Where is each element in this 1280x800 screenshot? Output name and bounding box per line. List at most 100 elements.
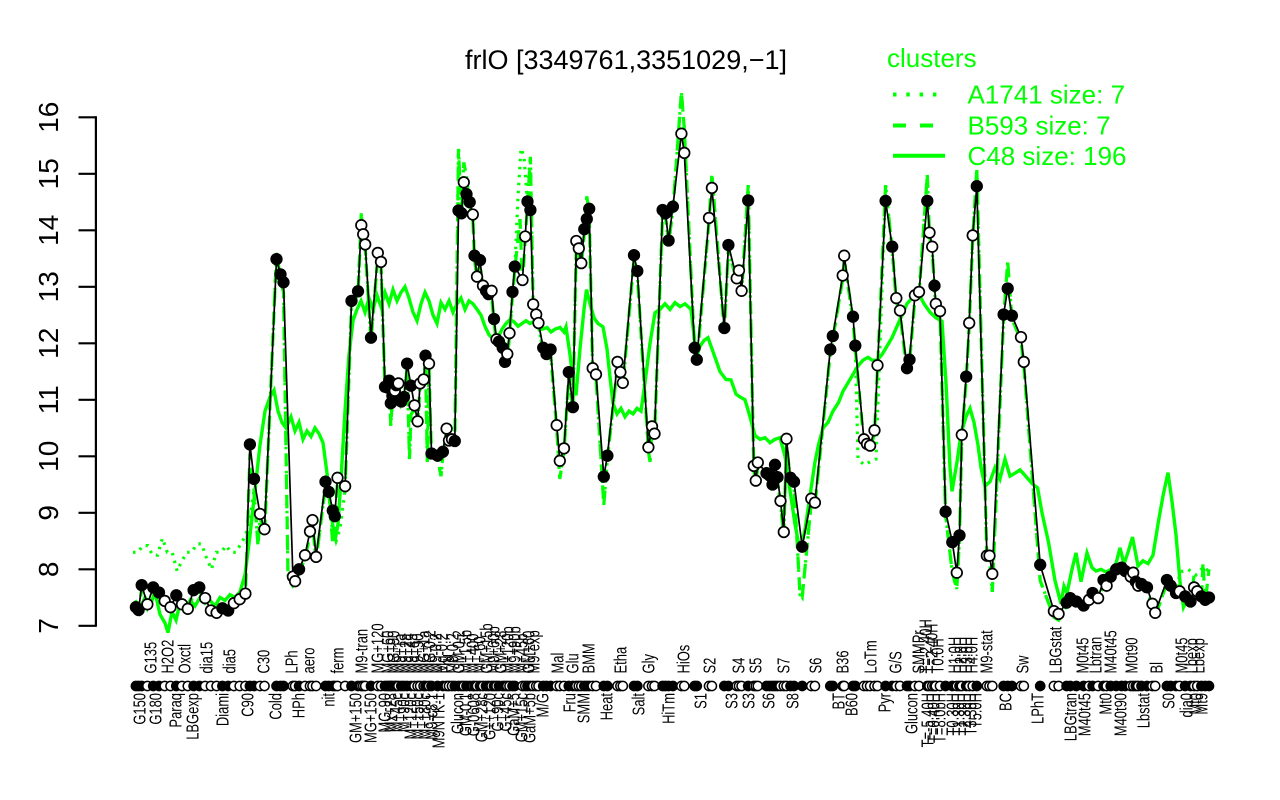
- svg-text:10: 10: [33, 441, 64, 472]
- svg-text:Glucon: Glucon: [449, 693, 469, 734]
- svg-text:Mx+28: Mx+28: [382, 693, 402, 732]
- svg-text:Heat: Heat: [598, 692, 618, 720]
- svg-text:BMM: BMM: [580, 643, 600, 673]
- svg-text:15: 15: [33, 158, 64, 189]
- svg-text:Sw: Sw: [1014, 655, 1034, 674]
- svg-text:S1: S1: [692, 693, 712, 709]
- svg-text:MG-0.2: MG-0.2: [421, 630, 441, 673]
- svg-text:Etha: Etha: [612, 647, 632, 674]
- svg-text:M+-60: M+-60: [471, 636, 491, 673]
- svg-text:LBGtran: LBGtran: [1062, 693, 1082, 741]
- svg-text:C90: C90: [239, 693, 259, 717]
- svg-text:MG+1a: MG+1a: [415, 630, 435, 673]
- svg-text:C48 size: 196: C48 size: 196: [968, 141, 1127, 171]
- svg-text:Glucon: Glucon: [903, 693, 923, 734]
- svg-text:S4: S4: [730, 657, 750, 673]
- svg-text:frlO [3349761,3351029,−1]: frlO [3349761,3351029,−1]: [465, 45, 787, 75]
- svg-text:M9+90: M9+90: [409, 633, 429, 673]
- svg-text:M/G: M/G: [534, 693, 554, 717]
- svg-text:M9-stat: M9-stat: [978, 630, 998, 674]
- svg-text:SMMPr: SMMPr: [910, 630, 930, 673]
- svg-text:Lbtran: Lbtran: [1087, 637, 1107, 674]
- svg-text:MG+60: MG+60: [379, 630, 399, 673]
- svg-text:B60: B60: [843, 693, 863, 716]
- svg-text:T5.0H: T5.0H: [967, 693, 987, 728]
- svg-text:B36: B36: [834, 650, 854, 673]
- svg-text:M9+45: M9+45: [403, 633, 423, 673]
- svg-text:14: 14: [33, 215, 64, 246]
- svg-text:C30: C30: [255, 650, 275, 674]
- svg-text:S0: S0: [1160, 693, 1180, 709]
- svg-text:H4:0H: H4:0H: [963, 637, 983, 674]
- svg-text:ferm: ferm: [329, 648, 349, 674]
- svg-text:Lbexp: Lbexp: [1190, 638, 1210, 674]
- svg-text:M+120c: M+120c: [402, 693, 422, 740]
- svg-text:T=2.40H: T=2.40H: [923, 623, 943, 673]
- svg-text:M40t45: M40t45: [1102, 630, 1122, 673]
- svg-text:Paraq: Paraq: [167, 693, 187, 728]
- svg-text:Mg-0:2: Mg-0:2: [433, 633, 453, 673]
- svg-text:M40t90: M40t90: [1112, 693, 1132, 736]
- svg-text:Oxctl: Oxctl: [176, 644, 196, 674]
- svg-text:Lbstat: Lbstat: [1135, 692, 1155, 728]
- svg-text:8: 8: [33, 562, 64, 578]
- svg-text:HiOs: HiOs: [675, 645, 695, 674]
- svg-text:T0:0H: T0:0H: [929, 638, 949, 673]
- svg-text:GaM+5: GaM+5: [505, 693, 525, 736]
- svg-text:dia5: dia5: [221, 649, 241, 674]
- svg-text:M9-0.2: M9-0.2: [427, 633, 447, 673]
- svg-text:aero: aero: [300, 647, 320, 673]
- svg-text:Salt: Salt: [630, 692, 650, 715]
- svg-text:M9+90b: M9+90b: [506, 626, 526, 673]
- svg-text:S6: S6: [807, 657, 827, 673]
- svg-text:MG+150: MG+150: [362, 693, 382, 743]
- svg-text:LoTm: LoTm: [862, 640, 882, 673]
- svg-text:LBGexp: LBGexp: [184, 693, 204, 740]
- svg-text:Glu: Glu: [564, 653, 584, 673]
- svg-text:G150: G150: [131, 693, 151, 725]
- svg-text:M+45b: M+45b: [513, 633, 533, 673]
- svg-text:M+150c: M+150c: [409, 693, 429, 740]
- svg-text:G+90c: G+90c: [489, 693, 509, 732]
- svg-text:M0t45: M0t45: [1074, 637, 1094, 673]
- svg-text:H3:0H: H3:0H: [958, 637, 978, 674]
- svg-text:clusters: clusters: [887, 43, 977, 73]
- svg-text:Gly: Gly: [640, 654, 660, 674]
- svg-text:BC: BC: [997, 693, 1017, 711]
- svg-text:M9-tran: M9-tran: [353, 629, 373, 674]
- svg-text:GM+150: GM+150: [347, 693, 367, 743]
- svg-text:MG+120: MG+120: [369, 623, 389, 673]
- svg-text:M9+1a: M9+1a: [391, 633, 411, 673]
- svg-text:G+45c: G+45c: [497, 693, 517, 732]
- svg-text:G135: G135: [142, 642, 162, 674]
- svg-text:GM+28: GM+28: [492, 630, 512, 673]
- svg-text:S3: S3: [723, 693, 743, 709]
- svg-text:A1741 size: 7: A1741 size: 7: [968, 80, 1126, 110]
- svg-text:Mt0: Mt0: [1097, 693, 1117, 715]
- svg-text:GM-0.2: GM-0.2: [450, 630, 470, 673]
- svg-text:MG+90: MG+90: [385, 630, 405, 673]
- svg-text:M9+60b: M9+60b: [485, 626, 505, 673]
- svg-text:G++120: G++120: [481, 693, 501, 740]
- svg-text:MG-90: MG-90: [376, 693, 396, 733]
- svg-text:GM+15b: GM+15b: [478, 623, 498, 673]
- svg-text:16: 16: [33, 102, 64, 133]
- svg-text:M+400: M+400: [464, 633, 484, 673]
- svg-text:M9-exp: M9-exp: [525, 630, 545, 673]
- svg-text:H1:0H: H1:0H: [946, 637, 966, 674]
- svg-text:dia0: dia0: [1178, 693, 1198, 718]
- svg-text:M9-c8.1: M9-c8.1: [423, 693, 443, 740]
- svg-text:Mt0: Mt0: [1187, 693, 1207, 715]
- svg-text:T=0.40H: T=0.40H: [925, 693, 945, 743]
- svg-text:13: 13: [33, 271, 64, 302]
- svg-text:GM+15c: GM+15c: [513, 693, 533, 742]
- svg-text:S5: S5: [747, 657, 767, 673]
- svg-text:Lbexp: Lbexp: [1183, 638, 1203, 674]
- svg-text:M0t45: M0t45: [1173, 637, 1193, 673]
- svg-text:GaM+5b: GaM+5b: [521, 693, 541, 743]
- svg-text:GM-0.1: GM-0.1: [457, 693, 477, 736]
- svg-text:M9NTK-1: M9NTK-1: [430, 693, 450, 748]
- svg-text:M9-0:2: M9-0:2: [444, 633, 464, 673]
- svg-text:M9+2a: M9+2a: [397, 633, 417, 673]
- svg-text:G180: G180: [147, 693, 167, 725]
